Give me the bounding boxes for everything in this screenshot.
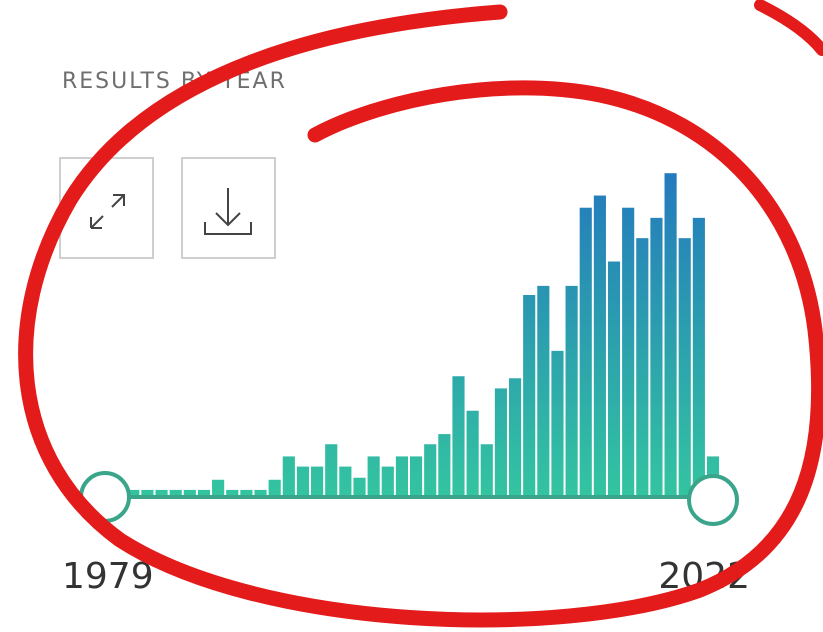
bar [509, 378, 521, 495]
bar [283, 456, 295, 495]
bar [141, 490, 153, 495]
bar [622, 208, 634, 495]
bar [240, 490, 252, 495]
bar [297, 467, 309, 495]
bar [679, 238, 691, 495]
bar [523, 295, 535, 495]
widget-title: RESULTS BY YEAR [62, 69, 287, 94]
bar [566, 286, 578, 495]
bar [269, 480, 281, 495]
bar [467, 411, 479, 495]
bar [254, 490, 266, 495]
bar [198, 490, 210, 495]
bar [396, 456, 408, 495]
bar [693, 218, 705, 495]
bar [325, 444, 337, 495]
x-tick-label: 1979 [62, 556, 154, 597]
bar [184, 490, 196, 495]
bar [650, 218, 662, 495]
bar [410, 456, 422, 495]
bar [665, 173, 677, 495]
bar [636, 238, 648, 495]
bar [495, 388, 507, 495]
bar [537, 286, 549, 495]
bar [481, 444, 493, 495]
download-button[interactable] [182, 158, 275, 258]
bar [424, 444, 436, 495]
bar [212, 480, 224, 495]
bar [311, 467, 323, 495]
bar [226, 490, 238, 495]
results-by-year-widget: RESULTS BY YEAR 19792022 [0, 0, 823, 632]
bar [452, 376, 464, 495]
range-end-handle[interactable] [689, 476, 737, 524]
bar [368, 456, 380, 495]
bar [608, 262, 620, 495]
bar [353, 478, 365, 495]
bar [339, 467, 351, 495]
bar [170, 490, 182, 495]
bar [580, 208, 592, 495]
bar [382, 467, 394, 495]
bar [155, 490, 167, 495]
bar [551, 351, 563, 495]
bar [594, 196, 606, 495]
bar [438, 434, 450, 495]
